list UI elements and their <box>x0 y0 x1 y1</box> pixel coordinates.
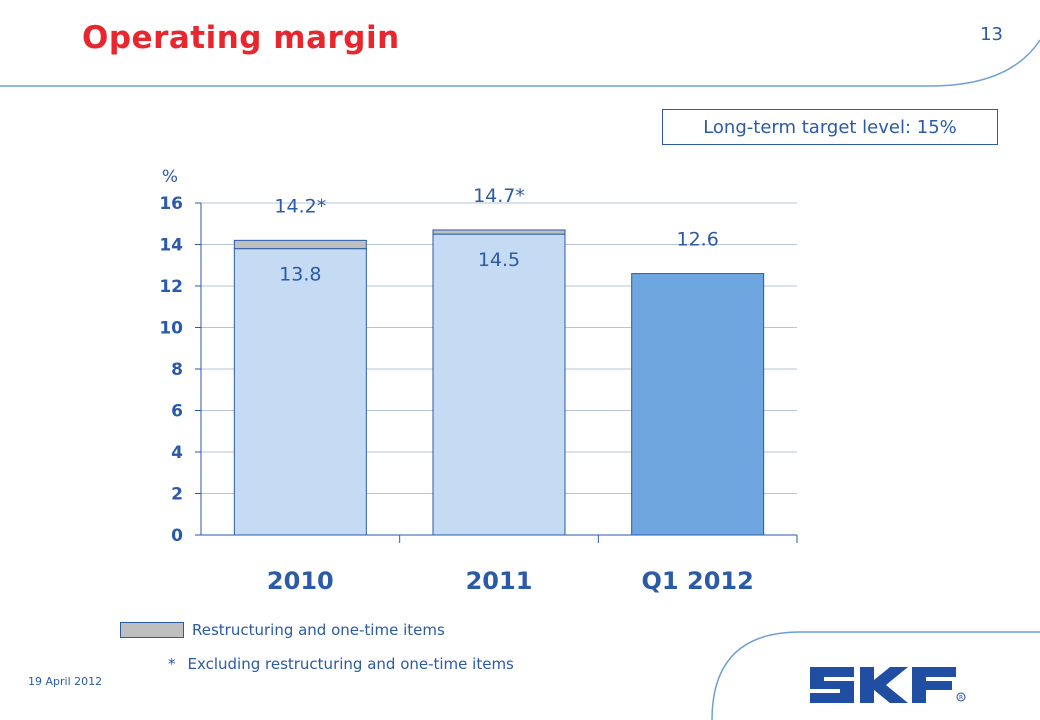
skf-logo: R <box>810 667 966 703</box>
y-tick-label: 10 <box>159 319 183 339</box>
x-category-label: 2010 <box>267 567 334 595</box>
footnote-star: * <box>168 655 176 673</box>
data-label-inside: 13.8 <box>279 264 321 286</box>
operating-margin-chart: 0 2 4 6 8 10 12 14 16% 2010 13.8 14.2* 2011 14.5 14.7… <box>159 167 798 595</box>
target-level-box: Long-term target level: 15% <box>662 109 998 145</box>
y-tick-label: 12 <box>159 277 183 297</box>
data-label-top: 14.7* <box>473 185 525 207</box>
legend-label-restructuring: Restructuring and one-time items <box>192 621 445 639</box>
data-label-top: 12.6 <box>677 229 719 251</box>
page-number: 13 <box>980 24 1003 45</box>
data-label-inside: 14.5 <box>478 249 520 271</box>
y-tick-label: 4 <box>171 443 183 463</box>
bar-restructuring <box>432 229 566 235</box>
data-label-top: 14.2* <box>274 195 326 217</box>
x-category-label: 2011 <box>466 567 533 595</box>
y-tick-label: 2 <box>171 485 183 505</box>
label-layer: 2010 13.8 14.2* 2011 14.5 14.7* Q1 2012 12.6 <box>267 185 754 595</box>
target-level-text: Long-term target level: 15% <box>703 116 957 138</box>
x-category-label: Q1 2012 <box>642 567 754 595</box>
footnote: * Excluding restructuring and one-time it… <box>168 655 514 673</box>
y-tick-label: 8 <box>171 360 183 380</box>
page-title: Operating margin <box>82 20 400 56</box>
legend: Restructuring and one-time items <box>120 621 445 639</box>
legend-swatch-restructuring <box>120 622 184 638</box>
y-tick-label: 14 <box>159 236 183 256</box>
y-tick-label: 6 <box>171 402 183 422</box>
axis-layer: 0 2 4 6 8 10 12 14 16% <box>159 167 798 546</box>
y-tick-label: 16 <box>159 194 183 214</box>
svg-text:R: R <box>959 695 963 702</box>
y-tick-label: 0 <box>171 526 183 546</box>
bar-operating-margin <box>631 273 765 536</box>
bar-restructuring <box>233 239 367 250</box>
footnote-text: Excluding restructuring and one-time ite… <box>187 655 514 673</box>
footer-date: 19 April 2012 <box>28 675 103 688</box>
y-unit-label: % <box>162 167 178 187</box>
bar-layer <box>233 229 765 536</box>
bar-operating-margin <box>233 248 367 536</box>
bar-operating-margin <box>432 233 566 536</box>
